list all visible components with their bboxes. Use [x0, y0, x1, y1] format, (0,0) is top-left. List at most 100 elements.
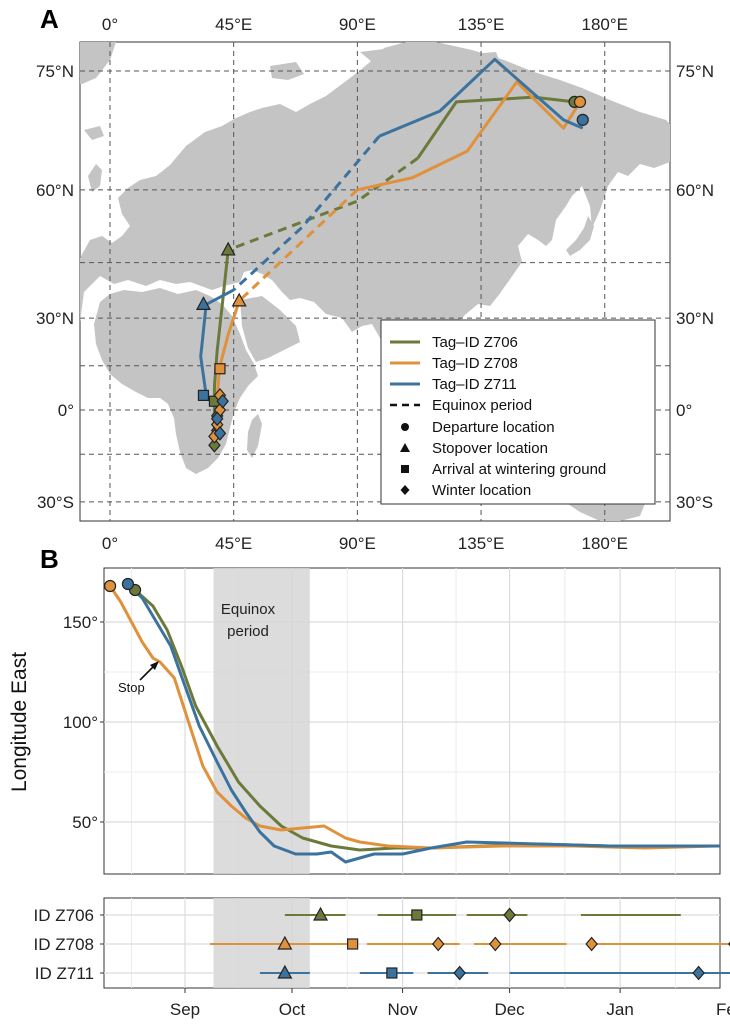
triangle-icon: [400, 443, 410, 452]
japan-land: [566, 216, 594, 256]
legend-label-1: Tag–ID Z708: [432, 355, 518, 372]
eurasia-land: [80, 42, 670, 366]
lon-tick-top: 90°E: [339, 15, 376, 34]
timeline-rows: [104, 906, 730, 981]
timeline-row-labels: ID Z706 ID Z708 ID Z711: [34, 906, 104, 983]
timeline-winter-marker: [453, 965, 466, 981]
circle-icon: [401, 423, 409, 431]
legend-marker-label-3: Winter location: [432, 482, 531, 499]
legend-marker-label-0: Departure location: [432, 419, 555, 436]
map-winter-marker: [213, 425, 227, 441]
timeline-winter-marker: [503, 907, 516, 923]
timeline-arrival-marker: [386, 967, 398, 979]
month-ticks: Sep Oct Nov Dec Jan Feb: [170, 988, 730, 1019]
plot-b-frame: [103, 567, 721, 875]
timeline-arrival-marker: [411, 909, 423, 921]
timeline-winter-marker: [692, 965, 705, 981]
longitude-ytick: 50°: [72, 813, 98, 832]
timeline-row-label: ID Z708: [34, 935, 94, 954]
lat-tick-left: 30°S: [37, 493, 74, 512]
month-tick-label: Nov: [387, 1000, 418, 1019]
longitude-ytick: 150°: [63, 613, 98, 632]
map-track-0-pre: [416, 95, 575, 159]
lon-tick-top: 180°E: [581, 15, 628, 34]
diamond-icon: [400, 485, 410, 495]
panel-a-letter: A: [40, 4, 59, 34]
map-departure-marker: [576, 113, 589, 126]
iceland-land: [84, 126, 104, 140]
legend-dash-label: Equinox period: [432, 397, 532, 414]
timeline-stopover-marker: [313, 906, 329, 921]
map-arrival-marker: [214, 363, 226, 375]
lon-ticks-bottom: 0° 45°E 90°E 135°E 180°E: [102, 534, 628, 553]
map-winter-marker: [210, 411, 224, 427]
square-icon: [401, 465, 409, 473]
lat-tick-left: 60°N: [36, 181, 74, 200]
equinox-label-2: period: [227, 623, 269, 640]
lat-tick-right: 30°S: [676, 493, 713, 512]
map-track-1-pre: [357, 80, 582, 192]
arabia-land: [240, 296, 300, 362]
madagascar-land: [247, 414, 262, 458]
longitude-line-1: [108, 585, 720, 850]
timeline-row-label: ID Z711: [35, 964, 94, 983]
timeline-winter-marker: [585, 936, 598, 952]
map-track-0-equinox: [227, 156, 419, 252]
month-tick-label: Sep: [170, 1000, 200, 1019]
timeline-arrival-marker: [347, 938, 359, 950]
equinox-label-1: Equinox: [221, 601, 276, 618]
lon-tick-top: 45°E: [215, 15, 252, 34]
longitude-ytick: 100°: [63, 713, 98, 732]
month-tick-label: Feb: [716, 1000, 730, 1019]
month-tick-label: Oct: [279, 1000, 306, 1019]
plot-b-gridlines: [104, 568, 720, 874]
map-markers: [195, 95, 589, 453]
longitude-line-2: [126, 582, 720, 864]
lon-tick-bottom: 45°E: [215, 534, 252, 553]
lon-tick-bottom: 0°: [102, 534, 118, 553]
stop-annotation: Stop: [118, 680, 145, 695]
longitude-departure-marker: [121, 577, 135, 591]
panel-b-letter: B: [40, 544, 59, 574]
lat-tick-right: 75°N: [676, 62, 714, 81]
longitude-departure-marker: [103, 579, 117, 593]
stop-arrow: [139, 661, 159, 681]
lat-tick-right: 60°N: [676, 181, 714, 200]
legend: Tag–ID Z706 Tag–ID Z708 Tag–ID Z711 Equinox…: [380, 319, 656, 505]
timeline-winter-marker: [489, 936, 502, 952]
map-winter-marker: [208, 437, 221, 453]
plot-b-yticks: 150° 100° 50°: [63, 613, 104, 832]
plot-b-lines: [108, 582, 720, 864]
lat-ticks-left: 75°N 60°N 30°N 0° 30°S: [36, 62, 74, 512]
map-stopover-marker: [195, 296, 211, 310]
lat-tick-left: 75°N: [36, 62, 74, 81]
timeline-stopover-marker: [277, 935, 293, 950]
lat-ticks-right: 75°N 60°N 30°N 0° 30°S: [676, 62, 714, 512]
lon-tick-bottom: 180°E: [581, 534, 628, 553]
lat-tick-right: 0°: [676, 401, 692, 420]
timeline-row-label: ID Z706: [34, 906, 94, 925]
lon-ticks-top: 0° 45°E 90°E 135°E 180°E: [102, 15, 628, 34]
legend-marker-label-2: Arrival at wintering ground: [432, 461, 606, 478]
map-stopover-marker: [231, 292, 247, 307]
legend-label-2: Tag–ID Z711: [432, 376, 517, 393]
map-track-2-pre: [378, 57, 584, 138]
map-track-1-equinox: [238, 188, 359, 302]
timeline-stopover-marker: [277, 964, 293, 979]
map-departure-marker: [573, 95, 587, 109]
month-tick-label: Dec: [494, 1000, 525, 1019]
equinox-band: [213, 568, 310, 874]
triangle-icon: [400, 443, 410, 452]
square-icon: [401, 465, 409, 473]
arctic-islands-land: [270, 48, 500, 80]
map-track-2-equinox: [232, 135, 381, 292]
legend-items: Tag–ID Z706 Tag–ID Z708 Tag–ID Z711 Equinox…: [390, 334, 606, 499]
map-winter-marker: [216, 393, 229, 409]
circle-icon: [401, 423, 409, 431]
timeline-winter-marker: [431, 936, 445, 952]
lon-tick-bottom: 90°E: [339, 534, 376, 553]
lat-tick-left: 0°: [58, 401, 74, 420]
uk-land: [88, 164, 102, 192]
map-stopover-marker: [220, 241, 236, 256]
